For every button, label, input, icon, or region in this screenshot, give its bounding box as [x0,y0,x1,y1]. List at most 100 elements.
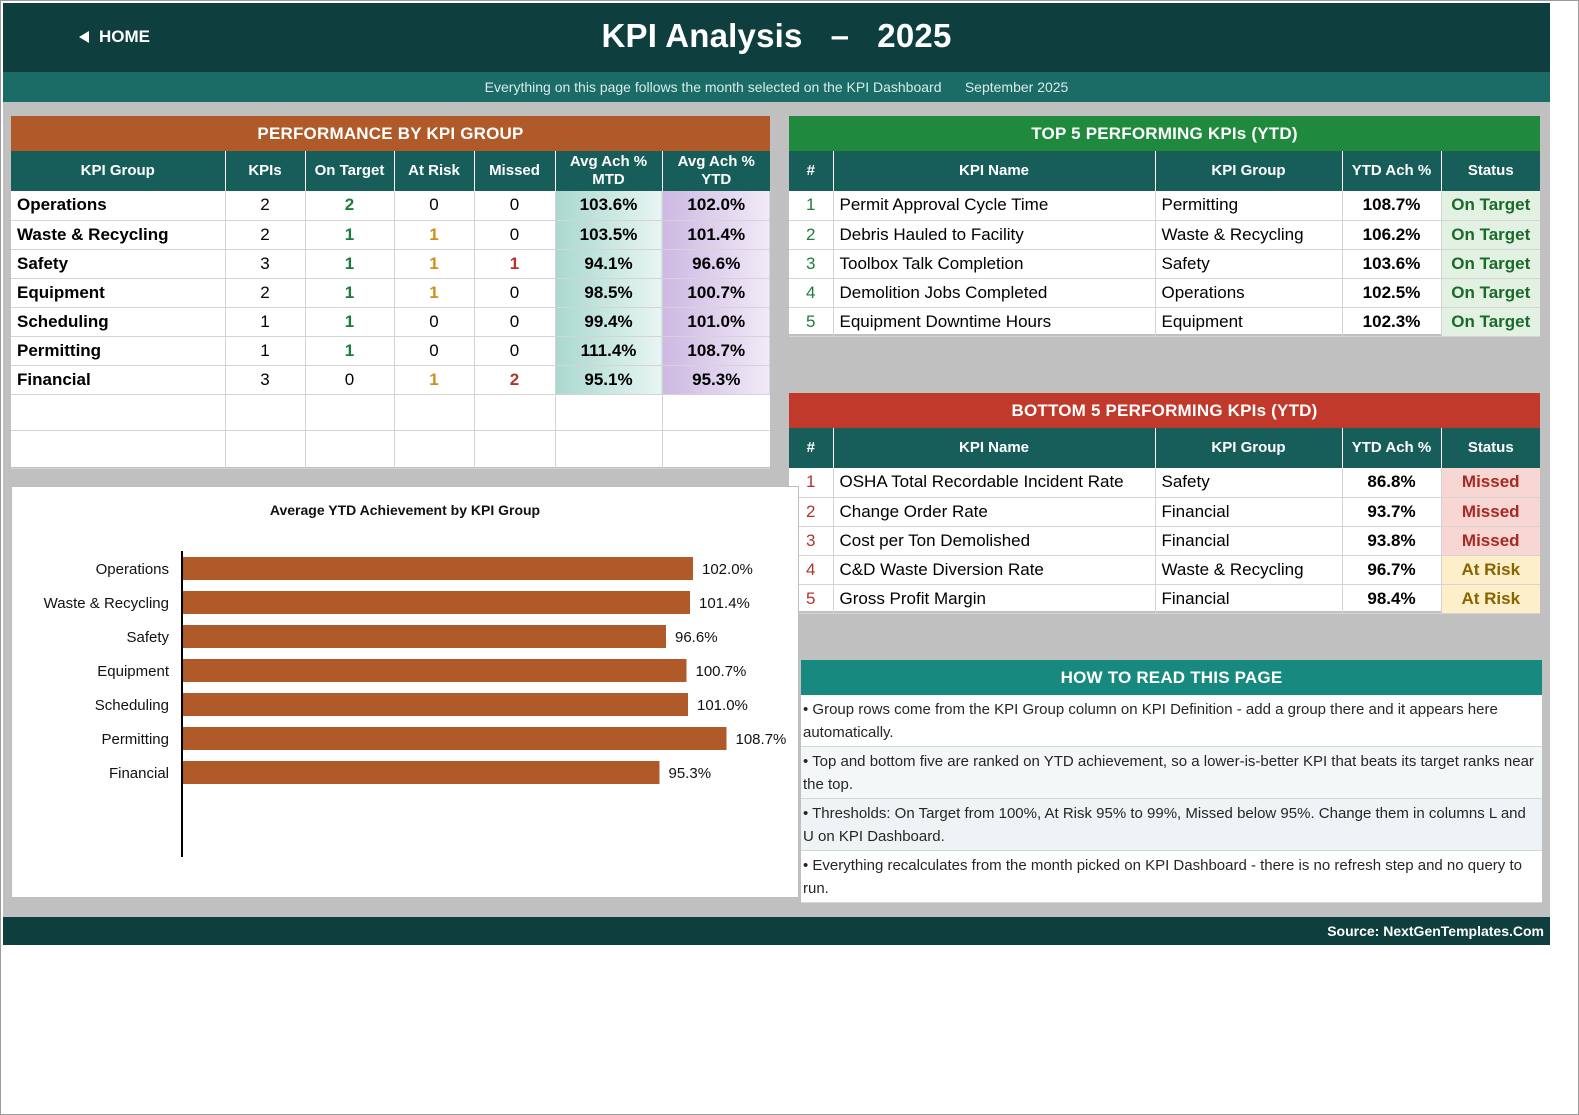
rank-cell: 4 [789,278,834,308]
on-target-cell: 2 [305,191,395,221]
col-ytd-ach: YTD Ach % [1342,428,1442,468]
kpi-group-cell: Waste & Recycling [1155,220,1343,250]
kpi-name-cell: Gross Profit Margin [833,584,1156,614]
col-kpi-group: KPI Group [1155,151,1343,191]
top5-heading: TOP 5 PERFORMING KPIs (YTD) [789,116,1540,151]
performance-header-row: KPI Group KPIs On Target At Risk Missed … [11,151,770,191]
mtd-cell: 94.1% [555,249,663,279]
kpi-name-cell: Demolition Jobs Completed [833,278,1156,308]
kpi-group-cell: Waste & Recycling [1155,555,1343,585]
table-row: 4 Demolition Jobs Completed Operations 1… [789,278,1540,308]
top5-panel: TOP 5 PERFORMING KPIs (YTD) # KPI Name K… [789,116,1540,337]
data-label: 96.6% [675,629,718,646]
howto-panel: HOW TO READ THIS PAGE • Group rows come … [801,660,1542,903]
table-row: 2 Debris Hauled to Facility Waste & Recy… [789,220,1540,250]
ytd-cell: 102.5% [1342,278,1442,308]
at-risk-cell: 0 [394,307,475,337]
table-row: 2 Change Order Rate Financial 93.7% Miss… [789,497,1540,527]
kpi-name-cell: Debris Hauled to Facility [833,220,1156,250]
col-on-target: On Target [305,151,395,191]
status-badge: On Target [1441,249,1540,279]
table-row: Safety 3 1 1 1 94.1% 96.6% [11,249,770,279]
status-badge: On Target [1441,191,1540,221]
data-label: 100.7% [696,663,747,680]
status-badge: Missed [1441,526,1540,556]
at-risk-cell: 1 [394,220,475,250]
kpi-group-cell: Equipment [1155,307,1343,337]
group-cell: Scheduling [11,307,226,337]
table-row: 5 Gross Profit Margin Financial 98.4% At… [789,584,1540,614]
kpi-group-cell: Permitting [1155,191,1343,221]
category-label: Permitting [101,731,169,748]
data-label: 108.7% [736,731,787,748]
howto-item: • Group rows come from the KPI Group col… [801,695,1542,747]
kpis-cell: 2 [225,191,306,221]
table-row: 3 Toolbox Talk Completion Safety 103.6% … [789,249,1540,279]
ytd-chart[interactable]: Average YTD Achievement by KPI Group Oper… [11,486,799,898]
top5-table: # KPI Name KPI Group YTD Ach % Status 1 … [789,151,1540,337]
home-label: HOME [99,27,150,46]
kpi-name-cell: Cost per Ton Demolished [833,526,1156,556]
kpis-cell: 3 [225,249,306,279]
dashboard-canvas: HOME KPI Analysis – 2025 Everything on t… [3,3,1550,945]
mtd-cell: 111.4% [555,336,663,366]
missed-cell: 1 [474,249,556,279]
on-target-cell: 1 [305,220,395,250]
group-cell: Safety [11,249,226,279]
col-kpi-group: KPI Group [1155,428,1343,468]
back-arrow-icon [79,31,89,43]
chart-bar [183,659,687,682]
kpi-name-cell: Change Order Rate [833,497,1156,527]
at-risk-cell: 0 [394,191,475,221]
ytd-cell: 108.7% [1342,191,1442,221]
ytd-cell: 106.2% [1342,220,1442,250]
empty-row [11,394,770,431]
chart-bar [183,693,688,716]
bottom5-panel: BOTTOM 5 PERFORMING KPIs (YTD) # KPI Nam… [789,393,1540,614]
ytd-cell: 93.7% [1342,497,1442,527]
col-kpi-group: KPI Group [11,151,226,191]
ytd-cell: 86.8% [1342,468,1442,498]
status-badge: On Target [1441,220,1540,250]
col-kpi-name: KPI Name [833,428,1156,468]
howto-item: • Top and bottom five are ranked on YTD … [801,747,1542,799]
home-button[interactable]: HOME [79,27,150,47]
group-cell: Operations [11,191,226,221]
data-label: 102.0% [702,561,753,578]
ytd-cell: 98.4% [1342,584,1442,614]
kpi-group-cell: Financial [1155,584,1343,614]
on-target-cell: 1 [305,307,395,337]
status-badge: Missed [1441,468,1540,498]
group-cell: Equipment [11,278,226,308]
kpi-name-cell: OSHA Total Recordable Incident Rate [833,468,1156,498]
ytd-cell: 102.0% [662,191,770,221]
status-badge: Missed [1441,497,1540,527]
kpi-name-cell: C&D Waste Diversion Rate [833,555,1156,585]
table-row: Permitting 1 1 0 0 111.4% 108.7% [11,336,770,366]
chart-bar [183,761,660,784]
ytd-cell: 100.7% [662,278,770,308]
top5-header-row: # KPI Name KPI Group YTD Ach % Status [789,151,1540,191]
kpis-cell: 3 [225,365,306,395]
data-label: 101.0% [697,697,748,714]
bottom5-table: # KPI Name KPI Group YTD Ach % Status 1 … [789,428,1540,614]
mtd-cell: 98.5% [555,278,663,308]
table-row: Operations 2 2 0 0 103.6% 102.0% [11,191,770,221]
group-cell: Waste & Recycling [11,220,226,250]
ytd-cell: 96.7% [1342,555,1442,585]
missed-cell: 2 [474,365,556,395]
source-footer: Source: NextGenTemplates.Com [3,917,1550,945]
status-badge: On Target [1441,278,1540,308]
mtd-cell: 103.5% [555,220,663,250]
kpis-cell: 1 [225,307,306,337]
table-row: Scheduling 1 1 0 0 99.4% 101.0% [11,307,770,337]
data-label: 95.3% [669,765,712,782]
kpi-name-cell: Permit Approval Cycle Time [833,191,1156,221]
category-label: Operations [96,561,169,578]
ytd-cell: 101.0% [662,307,770,337]
col-status: Status [1441,151,1540,191]
kpis-cell: 2 [225,278,306,308]
ytd-bar-chart: Average YTD Achievement by KPI Group Oper… [44,502,787,857]
chart-title: Average YTD Achievement by KPI Group [270,502,540,518]
subtitle-bar: Everything on this page follows the mont… [3,72,1550,102]
